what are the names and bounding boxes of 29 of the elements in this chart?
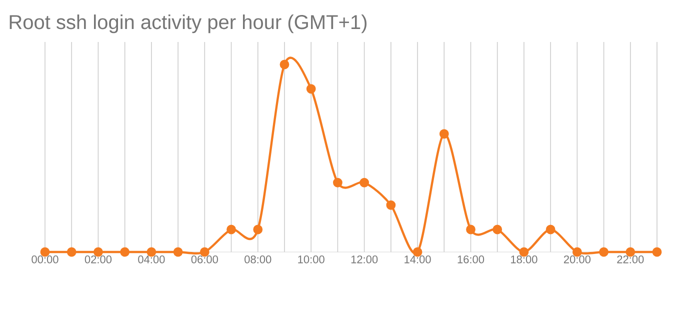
- x-tick-label: 14:00: [404, 256, 431, 264]
- x-tick-label: 12:00: [351, 256, 378, 264]
- x-tick-label: 00:00: [32, 256, 58, 264]
- point: [253, 224, 263, 234]
- point: [466, 224, 476, 234]
- x-tick-label: 02:00: [84, 256, 112, 264]
- x-tick-label: 08:00: [244, 256, 272, 264]
- point: [226, 224, 236, 234]
- point: [386, 200, 396, 210]
- x-tick-label: 18:00: [511, 256, 538, 264]
- chart-title: Root ssh login activity per hour (GMT+1): [10, 14, 366, 34]
- point: [333, 178, 342, 188]
- x-tick-label: 20:00: [564, 256, 591, 264]
- x-tick-label: 06:00: [191, 256, 218, 264]
- x-tick-label: 22:00: [617, 256, 644, 264]
- point: [173, 247, 183, 257]
- x-tick-label: 10:00: [298, 256, 324, 264]
- point: [546, 224, 556, 234]
- point: [66, 247, 76, 257]
- point: [120, 247, 130, 257]
- point: [360, 178, 370, 188]
- x-tick-label: 16:00: [458, 256, 484, 264]
- x-tick-label: 04:00: [138, 256, 165, 264]
- point: [599, 247, 608, 257]
- point: [306, 84, 316, 94]
- point: [280, 60, 290, 70]
- point: [492, 224, 502, 234]
- point: [439, 129, 449, 139]
- point: [652, 247, 662, 257]
